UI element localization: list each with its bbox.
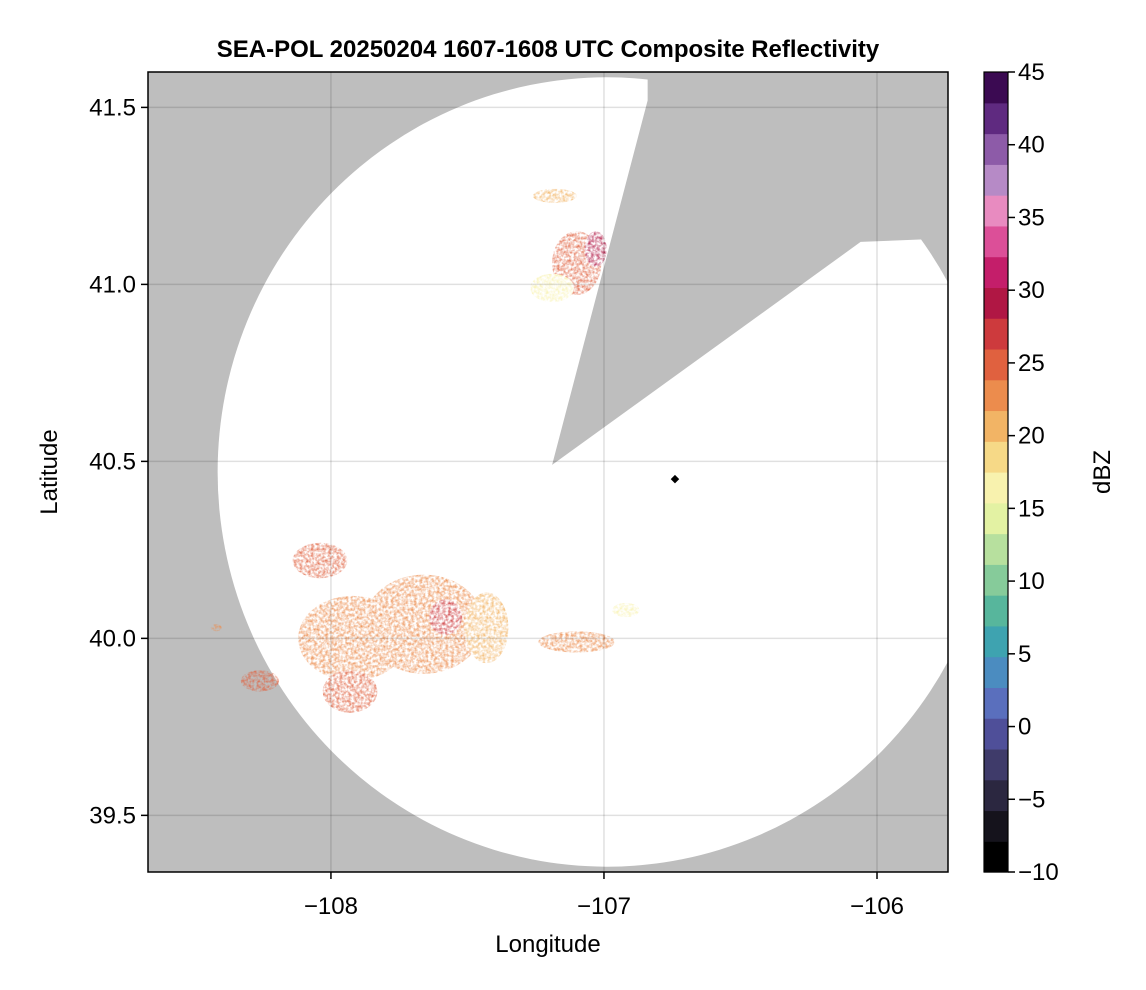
echo-region [538, 631, 615, 653]
colorbar-segment [984, 348, 1008, 381]
colorbar-segment [984, 625, 1008, 658]
colorbar-tick-label: 25 [1018, 350, 1045, 377]
colorbar-segment [984, 718, 1008, 750]
y-tick-label: 40.0 [89, 625, 136, 652]
colorbar-segment [984, 502, 1008, 535]
colorbar-segment [984, 472, 1008, 504]
echo-region [240, 670, 280, 692]
colorbar-segment [984, 133, 1008, 165]
y-tick-label: 40.5 [89, 448, 136, 475]
chart-title: SEA-POL 20250204 1607-1608 UTC Composite… [217, 36, 880, 63]
colorbar-segment [984, 72, 1008, 104]
grid-lines [148, 72, 948, 872]
colorbar: −10 −5 0 5 10 15 20 25 30 35 40 45 [983, 59, 1059, 886]
colorbar-segment [984, 533, 1008, 565]
colorbar-tick-label: 35 [1018, 204, 1045, 231]
colorbar-segment [984, 195, 1008, 227]
colorbar-tick-label: 40 [1018, 132, 1045, 159]
echo-region [429, 599, 462, 635]
y-tick-label: 41.5 [89, 94, 136, 121]
blocked-sector [552, 72, 948, 465]
x-tick-label: −106 [850, 893, 904, 920]
colorbar-tick-label: 15 [1018, 495, 1045, 522]
colorbar-segment [984, 164, 1008, 196]
echo-region [210, 624, 222, 632]
echo-region [584, 231, 607, 267]
echo-region [612, 602, 640, 618]
colorbar-segment [984, 841, 1008, 873]
colorbar-tick-label: −10 [1018, 859, 1059, 886]
radar-site-marker [670, 474, 680, 484]
colorbar-tick-label: 0 [1018, 714, 1031, 741]
colorbar-segment [984, 225, 1008, 258]
x-axis-label: Longitude [495, 931, 600, 958]
colorbar-segment [984, 287, 1008, 319]
echo-region [363, 574, 484, 674]
colorbar-tick-label: 20 [1018, 423, 1045, 450]
y-axis-label: Latitude [36, 429, 63, 514]
colorbar-segment [984, 748, 1008, 781]
colorbar-segment [984, 410, 1008, 442]
reflectivity-echoes [210, 188, 640, 713]
colorbar-segment [984, 441, 1008, 473]
colorbar-segment [984, 687, 1008, 719]
colorbar-segment [984, 256, 1008, 288]
echo-region [530, 273, 574, 303]
colorbar-tick-label: 5 [1018, 641, 1031, 668]
colorbar-segment [984, 779, 1008, 812]
colorbar-segment [984, 379, 1008, 412]
x-tick-label: −107 [577, 893, 631, 920]
colorbar-segment [984, 810, 1008, 842]
x-tick-label: −108 [304, 893, 358, 920]
y-tick-label: 39.5 [89, 802, 136, 829]
echo-region [532, 188, 577, 203]
echo-region [292, 542, 348, 579]
echo-region [464, 592, 509, 664]
echo-region [322, 670, 378, 713]
colorbar-segment [984, 564, 1008, 596]
plot-frame [147, 71, 949, 873]
colorbar-tick-label: −5 [1018, 786, 1045, 813]
y-axis-ticks: 39.5 40.0 40.5 41.0 41.5 [89, 94, 148, 829]
y-tick-label: 41.0 [89, 271, 136, 298]
colorbar-segment [984, 102, 1008, 135]
colorbar-tick-label: 30 [1018, 277, 1045, 304]
colorbar-tick-label: 45 [1018, 59, 1045, 86]
colorbar-segment [984, 595, 1008, 627]
plot-area [148, 72, 948, 872]
x-axis-ticks: −108 −107 −106 [304, 872, 904, 920]
colorbar-label: dBZ [1089, 450, 1116, 494]
colorbar-frame [983, 71, 1009, 873]
colorbar-segment [984, 656, 1008, 688]
colorbar-segment [984, 318, 1008, 350]
colorbar-tick-label: 10 [1018, 568, 1045, 595]
